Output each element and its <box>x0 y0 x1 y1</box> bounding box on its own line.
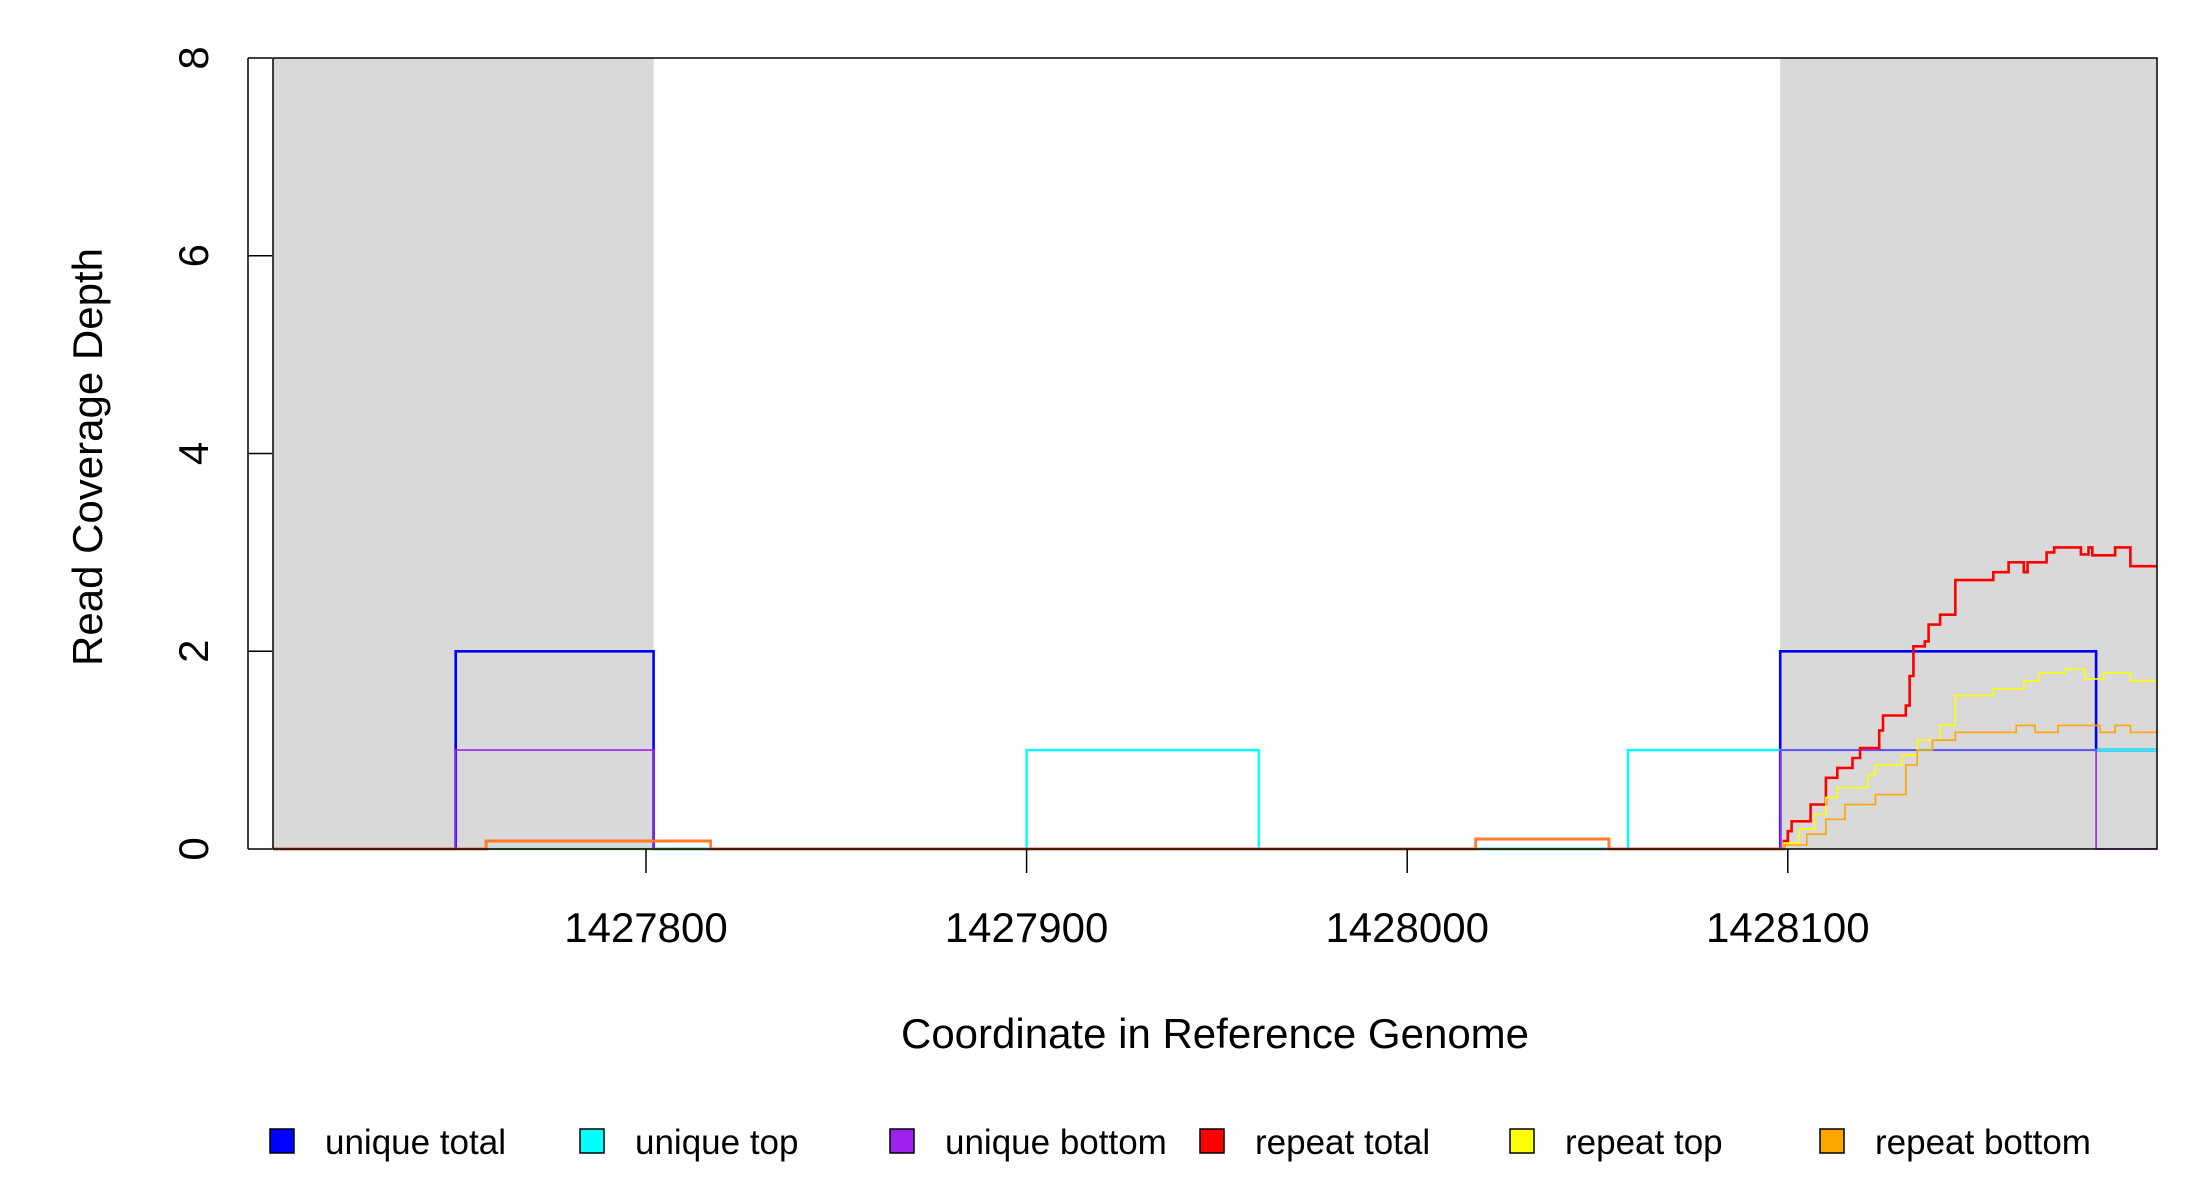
legend-swatch-repeat-total <box>1199 1128 1225 1154</box>
legend-swatch-repeat-bottom <box>1819 1128 1845 1154</box>
series-line-repeat-top-5 <box>273 668 2157 850</box>
legend-label-repeat-bottom: repeat bottom <box>1875 1123 2091 1162</box>
legend-swatch-unique-top <box>579 1128 605 1154</box>
y-tick-label: 8 <box>170 46 217 69</box>
legend-label-repeat-top: repeat top <box>1565 1123 1723 1162</box>
y-tick-label: 2 <box>170 640 217 663</box>
series-line-repeat-total-4 <box>273 546 2157 851</box>
legend-label-repeat-total: repeat total <box>1255 1123 1430 1162</box>
shaded-regions <box>273 58 2157 849</box>
series-line-repeat-bottom-6 <box>273 724 2157 850</box>
legend-label-unique-bottom: unique bottom <box>945 1123 1167 1162</box>
shaded-region-1 <box>273 58 654 849</box>
x-tick-label: 1428000 <box>1325 904 1489 951</box>
legend-label-unique-total: unique total <box>325 1123 506 1162</box>
y-axis: 0 2 4 6 8 <box>170 46 272 861</box>
y-tick-label: 6 <box>170 244 217 267</box>
plot-frame <box>272 57 2158 850</box>
x-axis-label: Coordinate in Reference Genome <box>901 1010 1529 1057</box>
x-tick-label: 1428100 <box>1706 904 1870 951</box>
shaded-region-2 <box>1780 58 2157 849</box>
legend: unique total unique top unique bottom repea… <box>269 1123 2091 1162</box>
legend-label-unique-top: unique top <box>635 1123 798 1162</box>
x-tick-label: 1427800 <box>564 904 728 951</box>
x-tick-label: 1427900 <box>945 904 1109 951</box>
legend-swatch-unique-bottom <box>889 1128 915 1154</box>
y-tick-label: 0 <box>170 837 217 860</box>
legend-swatch-unique-total <box>269 1128 295 1154</box>
y-axis-label: Read Coverage Depth <box>64 248 111 666</box>
y-tick-label: 4 <box>170 442 217 465</box>
x-axis: 1427800 1427900 1428000 1428100 <box>564 849 1870 951</box>
legend-swatch-repeat-top <box>1509 1128 1535 1154</box>
